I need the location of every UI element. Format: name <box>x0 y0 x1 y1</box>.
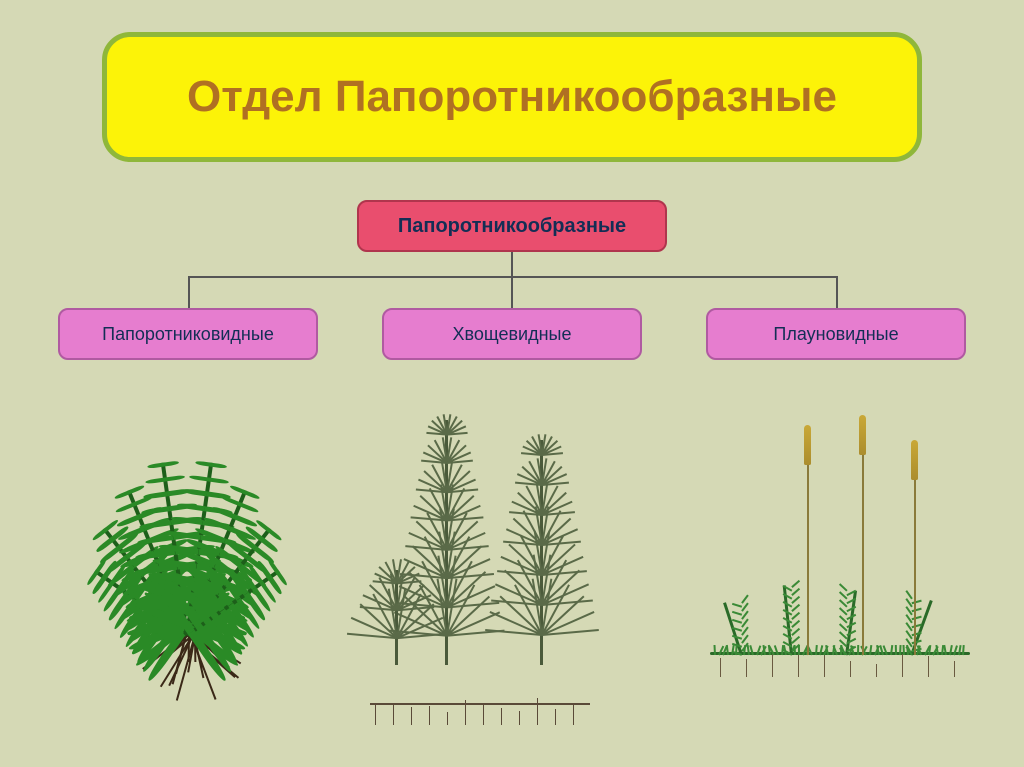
horsetail-illustration <box>340 395 680 725</box>
connector <box>188 276 190 308</box>
child-node-horsetail: Хвощевидные <box>382 308 642 360</box>
child-label: Плауновидные <box>773 324 898 345</box>
child-label: Папоротниковидные <box>102 324 274 345</box>
title-box: Отдел Папоротникообразные <box>102 32 922 162</box>
connector <box>836 276 838 308</box>
root-node: Папоротникообразные <box>357 200 667 252</box>
root-label: Папоротникообразные <box>398 215 626 238</box>
clubmoss-illustration <box>680 395 1000 725</box>
title-text: Отдел Папоротникообразные <box>187 72 837 122</box>
connector <box>511 276 513 308</box>
child-node-clubmoss: Плауновидные <box>706 308 966 360</box>
child-label: Хвощевидные <box>452 324 571 345</box>
connector <box>511 252 513 276</box>
fern-illustration <box>40 395 340 725</box>
child-node-fern: Папоротниковидные <box>58 308 318 360</box>
